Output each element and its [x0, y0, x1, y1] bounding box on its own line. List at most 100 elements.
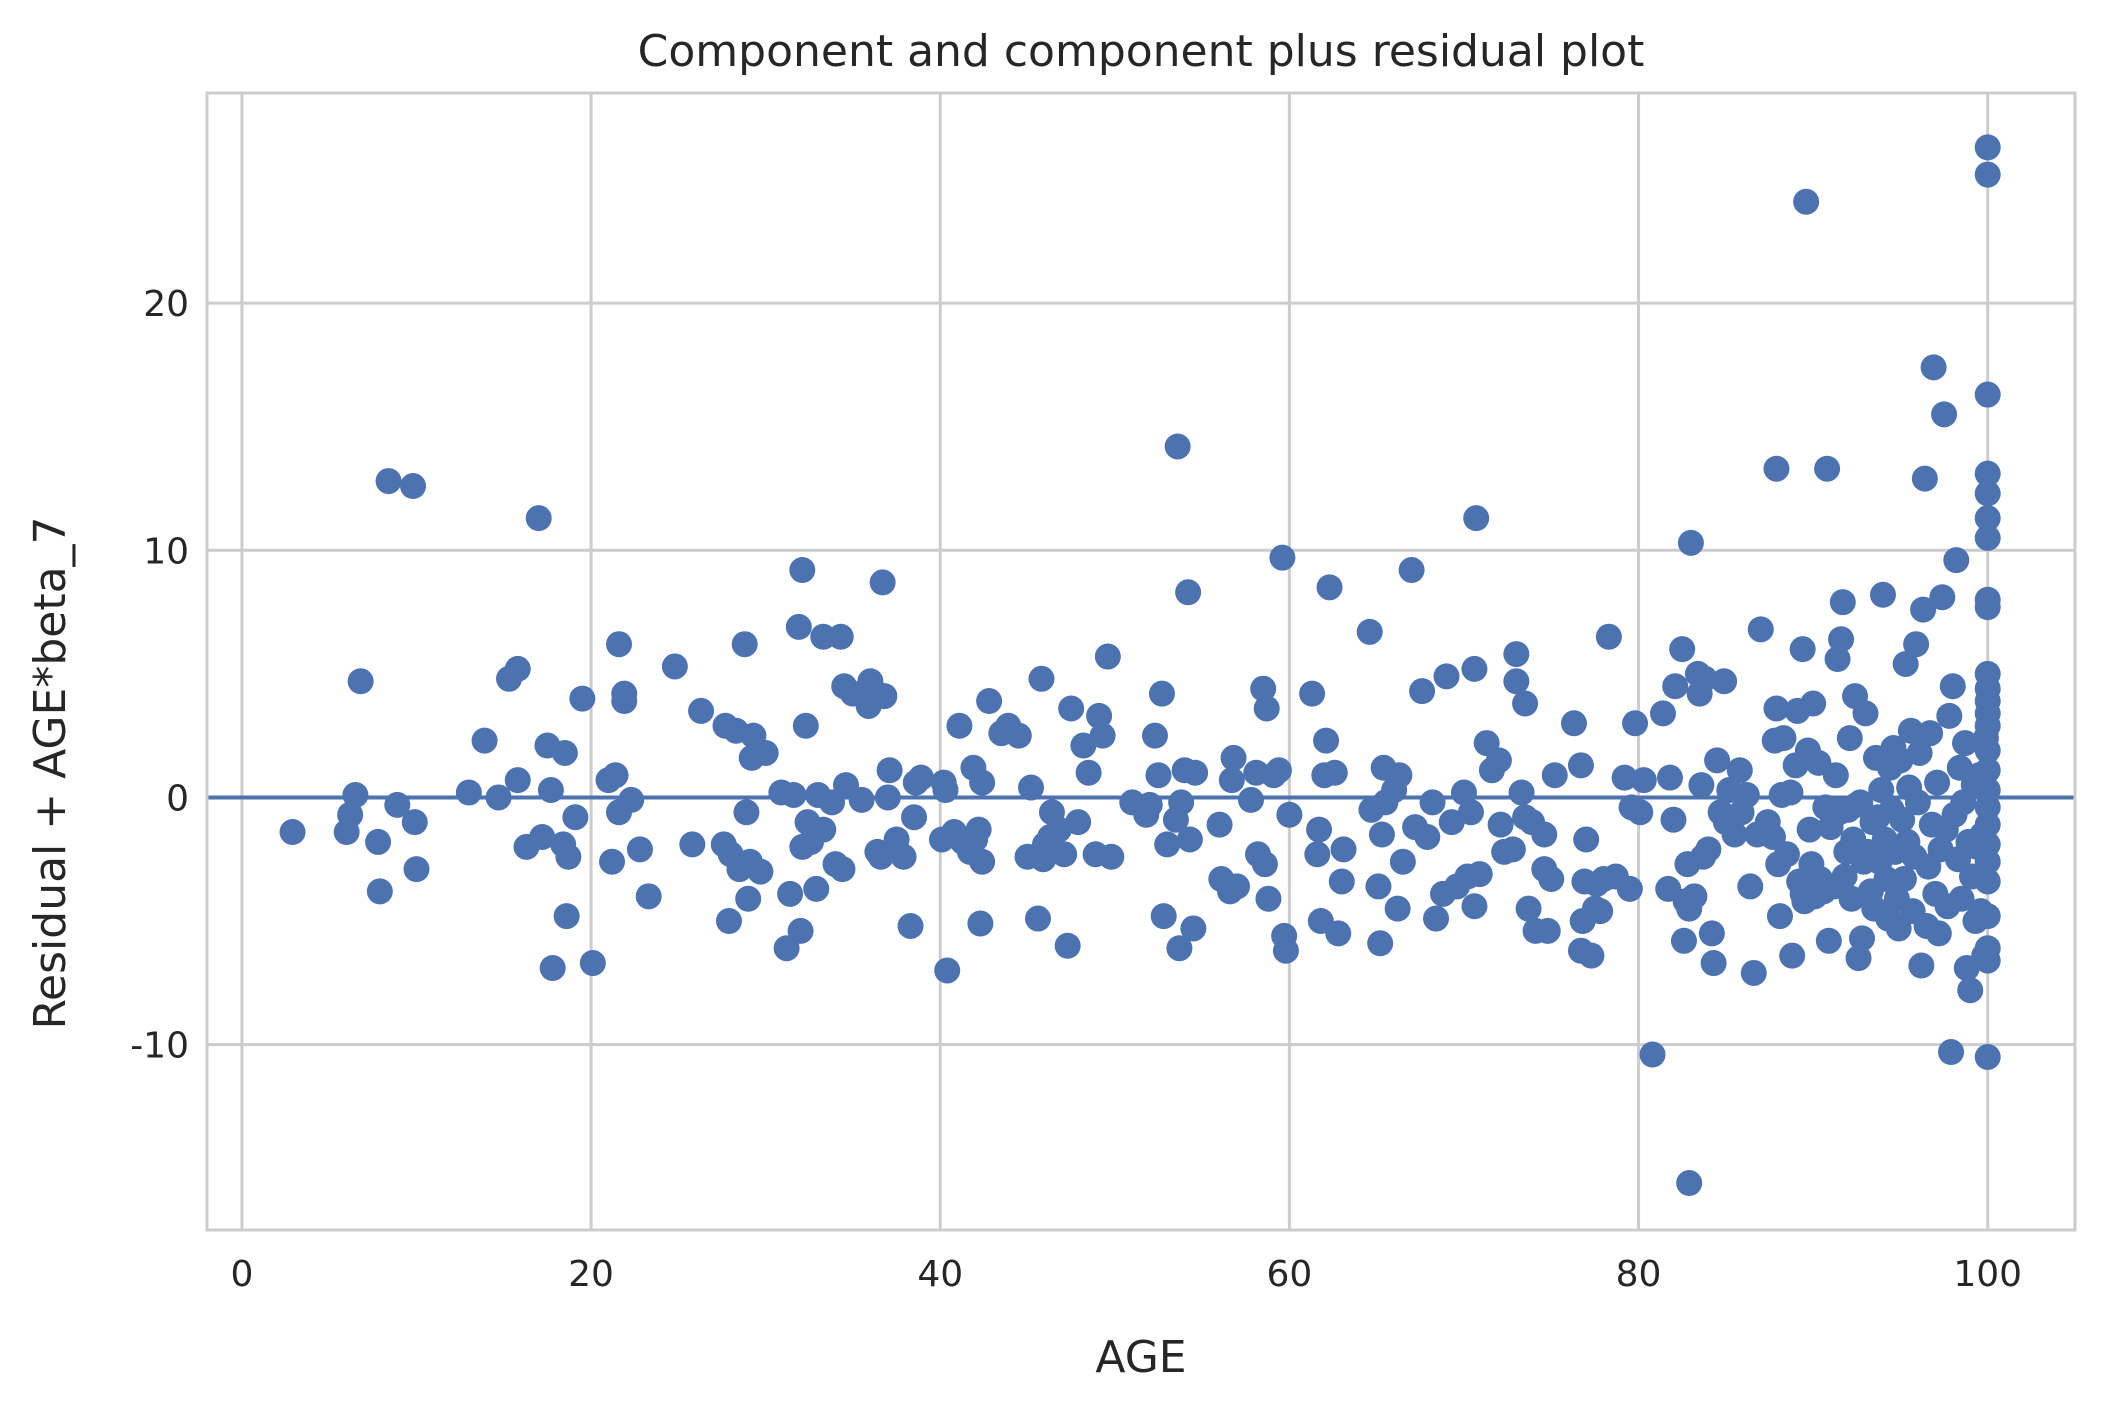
data-point [777, 880, 804, 907]
data-point [1845, 945, 1872, 972]
data-point [1560, 710, 1587, 737]
data-point [1224, 873, 1251, 900]
data-point [471, 727, 498, 754]
data-point [347, 668, 374, 695]
data-point [1924, 769, 1951, 796]
data-point [342, 781, 369, 808]
data-point [965, 816, 992, 843]
data-point [1831, 863, 1858, 890]
data-point [1384, 895, 1411, 922]
data-point [1356, 618, 1383, 645]
data-point [1253, 695, 1280, 722]
data-point [1943, 547, 1970, 574]
data-point [529, 823, 556, 850]
data-point [1328, 868, 1355, 895]
data-point [579, 950, 606, 977]
data-point [1733, 781, 1760, 808]
data-point [1054, 932, 1081, 959]
data-point [969, 769, 996, 796]
data-point [1075, 759, 1102, 786]
data-point [1630, 767, 1657, 794]
data-point [1974, 1043, 2001, 1070]
data-point [908, 764, 935, 791]
data-point [1698, 920, 1725, 947]
data-point [1677, 529, 1704, 556]
data-point [1681, 883, 1708, 910]
data-point [1150, 903, 1177, 930]
data-point [1368, 821, 1395, 848]
data-point [1721, 821, 1748, 848]
data-point [1250, 675, 1277, 702]
data-point [1175, 579, 1202, 606]
data-point [803, 875, 830, 902]
data-point [976, 688, 1003, 715]
data-point [1770, 725, 1797, 752]
grid-lines [207, 93, 2075, 1230]
data-point [934, 957, 961, 984]
data-point [1939, 673, 1966, 700]
y-axis-label: Residual + AGE*beta_7 [25, 516, 76, 1029]
data-point [1463, 505, 1490, 532]
data-point [1578, 942, 1605, 969]
data-point [1849, 925, 1876, 952]
data-point [1974, 480, 2001, 507]
data-point [1269, 544, 1296, 571]
data-point [1051, 841, 1078, 868]
data-point [1024, 905, 1051, 932]
data-point [1365, 873, 1392, 900]
data-point [1316, 574, 1343, 601]
data-point [1704, 747, 1731, 774]
data-point [1272, 937, 1299, 964]
data-point [1910, 596, 1937, 623]
data-point [874, 784, 901, 811]
data-point [1070, 732, 1097, 759]
data-point [932, 777, 959, 804]
y-tick-labels: 20 10 0 -10 [130, 284, 189, 1067]
data-point [1622, 710, 1649, 737]
x-tick-label: 40 [917, 1254, 963, 1295]
data-point [1089, 722, 1116, 749]
data-point [1662, 673, 1689, 700]
y-tick-label: -10 [130, 1026, 189, 1067]
data-point [1306, 816, 1333, 843]
data-point [1920, 354, 1947, 381]
data-point [1660, 806, 1687, 833]
data-point [1251, 851, 1278, 878]
data-point [1974, 848, 2001, 875]
data-point [1773, 841, 1800, 868]
data-point [1168, 789, 1195, 816]
data-point [1389, 848, 1416, 875]
data-point [1419, 789, 1446, 816]
data-point [599, 848, 626, 875]
data-point [455, 779, 482, 806]
data-point [810, 816, 837, 843]
data-point [1094, 643, 1121, 670]
data-point [1747, 616, 1774, 643]
y-tick-label: 20 [143, 284, 189, 325]
data-point [401, 809, 428, 836]
data-point [1508, 779, 1535, 806]
data-point [1917, 720, 1944, 747]
data-point [1836, 725, 1863, 752]
data-point [1925, 920, 1952, 947]
data-point [1398, 557, 1425, 584]
data-point [1869, 581, 1896, 608]
data-point [969, 848, 996, 875]
data-point [1974, 594, 2001, 621]
data-point [1931, 401, 1958, 428]
data-point [1711, 668, 1738, 695]
data-point [606, 631, 633, 658]
data-point [1276, 801, 1303, 828]
data-point [1766, 903, 1793, 930]
data-point [792, 712, 819, 739]
data-point [869, 569, 896, 596]
data-point [661, 653, 688, 680]
data-point [400, 473, 427, 500]
data-point [785, 613, 812, 640]
data-point [829, 856, 856, 883]
data-point [1904, 789, 1931, 816]
data-point [1852, 700, 1879, 727]
data-point [618, 786, 645, 813]
data-point [1974, 460, 2001, 487]
data-point [1897, 717, 1924, 744]
